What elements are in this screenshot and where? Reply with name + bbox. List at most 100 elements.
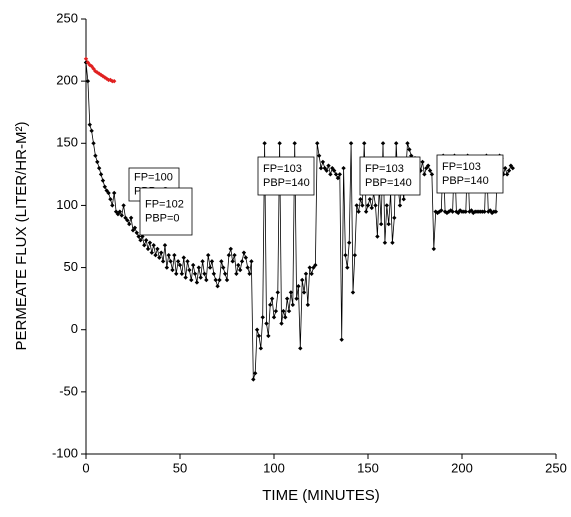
- point: [219, 259, 224, 264]
- point: [224, 277, 230, 283]
- point: [98, 172, 104, 177]
- point: [200, 259, 205, 264]
- point: [510, 165, 515, 171]
- point: [268, 302, 273, 308]
- point: [91, 66, 96, 71]
- point: [155, 246, 160, 252]
- annotation-text: FP=100: [134, 171, 173, 183]
- point: [307, 265, 312, 270]
- point: [209, 259, 215, 264]
- point: [350, 290, 356, 295]
- point: [95, 159, 100, 165]
- point: [247, 271, 252, 276]
- point: [183, 275, 188, 280]
- point: [493, 209, 499, 214]
- point: [420, 159, 425, 165]
- point: [362, 141, 367, 146]
- point: [221, 265, 226, 270]
- annotation-text: FP=103: [263, 163, 302, 175]
- point: [433, 209, 438, 214]
- point: [189, 277, 194, 283]
- point: [407, 147, 412, 152]
- point: [123, 215, 128, 221]
- point: [113, 209, 119, 214]
- point: [390, 240, 395, 245]
- point: [290, 302, 295, 308]
- point: [207, 265, 213, 270]
- point: [95, 70, 100, 75]
- point: [85, 78, 91, 84]
- point: [157, 255, 162, 260]
- point: [279, 321, 284, 326]
- y-tick-label: 200: [56, 73, 78, 88]
- point: [254, 327, 260, 332]
- x-tick-label: 50: [173, 460, 187, 475]
- point: [239, 259, 245, 264]
- point: [284, 296, 290, 301]
- point: [431, 246, 436, 252]
- point: [343, 252, 348, 258]
- point: [296, 284, 301, 289]
- point: [179, 271, 185, 276]
- point: [162, 243, 168, 248]
- x-tick-label: 150: [357, 460, 379, 475]
- point: [237, 267, 243, 273]
- point: [418, 168, 423, 173]
- point: [275, 290, 280, 295]
- y-tick-label: 50: [64, 259, 78, 274]
- point: [324, 168, 329, 173]
- point: [309, 271, 314, 276]
- annotation-text: PBP=0: [145, 212, 180, 224]
- point: [281, 308, 286, 314]
- point: [102, 75, 107, 80]
- annotation-text: FP=103: [365, 163, 404, 175]
- point: [164, 265, 170, 270]
- point: [482, 209, 487, 214]
- point: [315, 141, 320, 146]
- annotation-text: PBP=140: [442, 175, 489, 187]
- point: [424, 165, 429, 171]
- point: [159, 250, 164, 255]
- point: [300, 277, 305, 283]
- point: [427, 168, 433, 173]
- point: [142, 243, 147, 248]
- point: [382, 240, 388, 245]
- point: [172, 252, 177, 258]
- point: [230, 259, 235, 264]
- point: [160, 259, 166, 264]
- point: [288, 290, 294, 295]
- point: [450, 209, 455, 214]
- point: [463, 209, 468, 214]
- point: [138, 238, 143, 243]
- point: [112, 78, 117, 84]
- point: [251, 377, 256, 382]
- point: [253, 371, 258, 376]
- point: [202, 271, 207, 276]
- point: [83, 56, 89, 61]
- point: [211, 271, 217, 276]
- annotation-box: [436, 154, 504, 194]
- point: [273, 308, 279, 314]
- point: [89, 128, 94, 134]
- point: [226, 252, 232, 258]
- point: [125, 218, 130, 223]
- point: [85, 60, 91, 65]
- point: [241, 250, 247, 255]
- point: [153, 252, 158, 258]
- point: [303, 271, 309, 276]
- point: [174, 271, 179, 276]
- point: [87, 122, 92, 127]
- annotation-text: FP=103: [442, 161, 481, 173]
- annotation-box: [257, 156, 315, 196]
- point: [380, 141, 386, 146]
- point: [269, 296, 275, 301]
- point: [348, 141, 354, 146]
- point: [166, 252, 171, 258]
- x-axis-label: TIME (MINUTES): [262, 487, 380, 504]
- point: [213, 277, 218, 283]
- point: [313, 262, 318, 268]
- point: [104, 188, 109, 193]
- point: [375, 234, 380, 239]
- point: [328, 172, 333, 177]
